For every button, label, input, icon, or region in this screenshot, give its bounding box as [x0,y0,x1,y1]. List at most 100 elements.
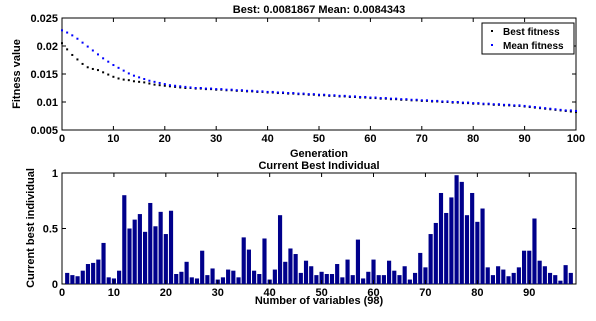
mean-fitness-point [441,100,444,103]
bar [142,231,148,284]
bar [179,271,184,284]
mean-fitness-point [364,95,367,98]
mean-fitness-point [549,107,552,110]
y-tick-label: 0.005 [30,125,58,137]
x-tick-label: 80 [467,133,479,145]
mean-fitness-point [230,88,233,91]
x-tick-label: 70 [416,133,428,145]
mean-fitness-point [158,81,161,84]
bar [85,264,91,284]
fitness-legend: Best fitness Mean fitness [481,22,575,55]
bar [470,192,475,284]
mean-fitness-point [204,87,207,90]
mean-fitness-point [523,104,526,107]
x-tick-label: 90 [518,133,530,145]
mean-fitness-point [544,107,547,110]
mean-fitness-point [374,96,377,99]
bar [485,267,490,284]
bar [553,275,558,284]
mean-fitness-point [61,29,63,32]
bar [189,277,194,284]
mean-fitness-point [569,109,572,112]
bar [226,269,231,284]
mean-fitness-point [431,99,434,102]
mean-fitness-point [210,87,213,90]
mean-fitness-point [359,95,362,98]
mean-fitness-point [456,101,459,103]
mean-fitness-point [318,93,320,96]
mean-fitness-point [575,109,577,112]
mean-fitness-point [107,60,110,63]
mean-fitness-point [389,97,392,100]
bar [355,239,361,284]
fitness-plot-title: Best: 0.0081867 Mean: 0.0084343 [233,4,405,16]
bar [407,279,412,284]
bar [522,250,527,284]
y-tick-label: 0.01 [37,97,58,109]
mean-fitness-point [395,97,398,100]
mean-fitness-point [559,108,562,111]
bar [366,271,371,284]
mean-fitness-point [477,102,480,105]
bar [303,260,309,284]
bar [490,275,496,284]
legend-marker-best [491,30,493,32]
best-fitness-point [153,83,156,86]
x-tick-label: 20 [160,287,172,299]
mean-fitness-point [482,102,485,105]
mean-fitness-point [261,90,264,93]
best-fitness-point [184,87,187,89]
x-tick-label: 30 [210,133,222,145]
bar [376,275,381,284]
x-tick-label: 40 [264,287,276,299]
mean-fitness-point [251,89,254,92]
bar [283,261,288,284]
bar [418,252,423,284]
mean-fitness-point [122,69,125,72]
best-fitness-point [575,111,577,114]
best-fitness-point [102,71,105,74]
legend-label-mean: Mean fitness [503,41,564,52]
mean-fitness-point [420,99,423,102]
bar [194,278,200,284]
best-individual-y-axis-label: Current best individual [25,168,37,288]
bar [558,280,563,284]
mean-fitness-point [410,98,413,101]
bar [75,276,80,284]
bar [324,274,329,284]
x-tick-label: 10 [108,287,120,299]
fitness-y-tick-labels: 0.005 0.01 0.015 0.02 0.025 [30,13,58,137]
x-tick-label: 0 [59,287,65,299]
best-fitness-point [66,48,69,51]
bar [433,222,438,284]
mean-fitness-point [343,94,346,97]
bar [438,192,444,284]
bar [241,237,246,284]
mean-fitness-point [91,49,94,52]
bar [459,181,464,284]
fitness-points [61,29,577,114]
bar [132,219,137,284]
mean-fitness-point [518,104,521,107]
legend-box [481,22,575,55]
bar [236,277,241,284]
bar [205,275,210,284]
bar [428,234,433,284]
bar [412,272,418,284]
bar [277,215,283,284]
x-tick-label: 50 [313,133,325,145]
best-fitness-point [158,84,161,87]
bar [293,254,298,284]
bar [511,272,516,284]
bar [231,270,236,284]
bar [464,215,470,284]
bar [272,269,277,284]
bar [335,264,340,284]
bar [106,277,111,284]
best-fitness-point [168,85,171,88]
bar [345,259,350,284]
mean-fitness-point [508,103,511,106]
mean-fitness-point [220,88,223,91]
mean-fitness-point [184,85,187,88]
bar [387,260,392,284]
